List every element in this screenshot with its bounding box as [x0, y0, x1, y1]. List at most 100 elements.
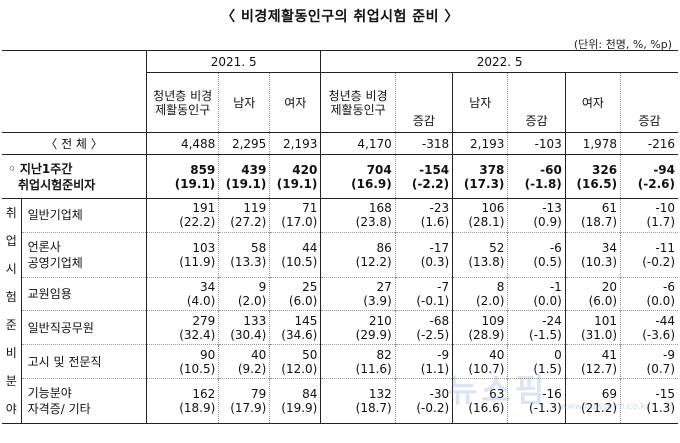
cell-pct: (1.3): [646, 401, 675, 416]
cell-pct: (-2.6): [637, 176, 675, 191]
cell-value: 326: [592, 162, 618, 177]
cell-value: -15: [655, 387, 675, 402]
data-table: 2021. 5 2022. 5 청년층 비경제활동인구 남자 여자 청년층 비경…: [2, 50, 678, 424]
header-male-2021: 남자: [218, 72, 270, 133]
cell-pct: (-0.1): [416, 293, 450, 308]
cell-value: -23: [429, 201, 450, 216]
label-line2: 공영기업체: [27, 255, 83, 270]
cell-pct: (2.0): [475, 293, 505, 308]
cell-pct: (34.6): [281, 327, 318, 342]
cell-pct: (19.1): [276, 176, 318, 191]
side-char: 준: [5, 318, 17, 332]
table-row-prep: ◦ 지난1주간 취업시험준비자 859 (19.1) 439 (19.1) 420(…: [2, 154, 678, 199]
side-char: 험: [5, 290, 17, 304]
table-row-total: 〈 전 체 〉 4,488 2,295 2,193 4,170 -318 2,1…: [2, 132, 678, 155]
cell-value: 109: [481, 313, 505, 328]
cell-pct: (17.0): [281, 215, 318, 230]
cell-pct: (0.9): [533, 215, 562, 230]
cell-pct: (-2.5): [416, 327, 450, 342]
row-label: 고시 및 전문직: [20, 344, 147, 379]
cell-value: 0: [554, 347, 562, 362]
cell-pct: (-2.2): [411, 176, 450, 191]
cell-pct: (11.9): [179, 254, 216, 269]
cell-value: 132: [368, 387, 392, 402]
cell-pct: (-0.2): [642, 254, 675, 269]
cell-value: 439: [241, 162, 267, 177]
cell-pct: (18.7): [580, 215, 618, 230]
row-label: 일반기업체: [20, 198, 147, 233]
cell-value: -154: [419, 162, 450, 177]
cell-pct: (3.9): [363, 293, 392, 308]
cell-pct: (-3.6): [642, 327, 675, 342]
cell-pct: (27.2): [230, 215, 267, 230]
row-label: 일반직공무원: [20, 310, 147, 345]
header-youth-2022: 청년층 비경제활동인구: [320, 72, 396, 133]
cell-pct: (10.5): [179, 361, 216, 376]
cell-value: 40: [489, 347, 505, 362]
side-char: 업: [5, 234, 17, 248]
cell-value: 61: [601, 201, 618, 216]
watermark-url: www.newspim.co.kr: [560, 402, 650, 412]
cell-pct: (21.2): [580, 401, 618, 416]
label-line1: ◦ 지난1주간: [8, 161, 73, 176]
cell-value: -17: [429, 240, 450, 255]
row-label: 교원임용: [20, 277, 147, 311]
cell-value: 71: [302, 201, 318, 216]
cell-pct: (0.7): [646, 361, 675, 376]
header-year-2022: 2022. 5: [320, 50, 678, 73]
row-label: 〈 전 체 〉: [45, 136, 103, 151]
cell-value: 103: [192, 240, 216, 255]
cell-pct: (17.9): [230, 401, 267, 416]
cell: 2,295: [218, 132, 270, 155]
cell-value: -24: [542, 313, 562, 328]
row-label: ◦ 지난1주간 취업시험준비자: [2, 155, 147, 199]
cell-value: 63: [489, 387, 505, 402]
header-change-male: 증감: [507, 72, 566, 133]
header-change-youth: 증감: [394, 72, 453, 133]
cell-pct: (18.9): [179, 401, 216, 416]
cell-value: -10: [655, 201, 675, 216]
cell: 4,170: [320, 132, 396, 155]
cell-pct: (2.0): [237, 293, 267, 308]
label-line1: 언론사: [27, 239, 61, 254]
cell-pct: (28.1): [468, 215, 505, 230]
page-title: 〈 비경제활동인구의 취업시험 준비 〉: [221, 9, 459, 25]
cell-pct: (0.5): [533, 254, 562, 269]
cell-value: 52: [489, 240, 505, 255]
table-row-exam: 고시 및 전문직 90 (10.5) 40 (9.2) 50 (12.0) 82 (11…: [2, 344, 678, 379]
cell-value: -30: [429, 387, 450, 402]
header-corner: [2, 50, 147, 133]
cell-pct: (1.7): [646, 215, 675, 230]
cell-value: 58: [251, 240, 267, 255]
cell-pct: (32.4): [179, 327, 216, 342]
cell: -318: [394, 132, 453, 155]
header-female-2021: 여자: [269, 72, 321, 133]
cell-pct: (30.4): [230, 327, 267, 342]
unit-note: (단위: 천명, %, %p): [573, 38, 672, 51]
side-label-vertical: 취 업 시 험 준 비 분 야: [2, 198, 22, 424]
cell-pct: (18.7): [355, 401, 392, 416]
cell-value: -44: [655, 313, 675, 328]
table-row-public: 언론사 공영기업체 103 (11.9) 58 (13.3) 44 (10.5) 86…: [2, 232, 678, 278]
cell-value: 25: [302, 279, 318, 294]
cell-pct: (1.6): [420, 215, 450, 230]
cell: -103: [507, 132, 566, 155]
cell-value: 86: [376, 240, 392, 255]
cell-value: 191: [192, 201, 216, 216]
cell-pct: (28.9): [468, 327, 505, 342]
cell-value: 9: [258, 279, 267, 294]
cell-value: -9: [437, 347, 450, 362]
header-youth-2021: 청년층 비경제활동인구: [146, 72, 219, 133]
cell-value: -68: [429, 313, 450, 328]
table-row-civil: 일반직공무원 279 (32.4) 133 (30.4) 145 (34.6) 210…: [2, 310, 678, 345]
cell-value: -9: [663, 347, 675, 362]
cell-value: -7: [437, 279, 450, 294]
cell-value: 79: [251, 387, 267, 402]
row-label: 기능분야 자격증/ 기타: [20, 378, 147, 424]
cell-value: 82: [376, 347, 392, 362]
cell-pct: (4.0): [186, 293, 216, 308]
cell-pct: (0.0): [646, 293, 675, 308]
cell-pct: (0.3): [420, 254, 450, 269]
cell-value: 44: [302, 240, 318, 255]
cell-pct: (22.2): [179, 215, 216, 230]
